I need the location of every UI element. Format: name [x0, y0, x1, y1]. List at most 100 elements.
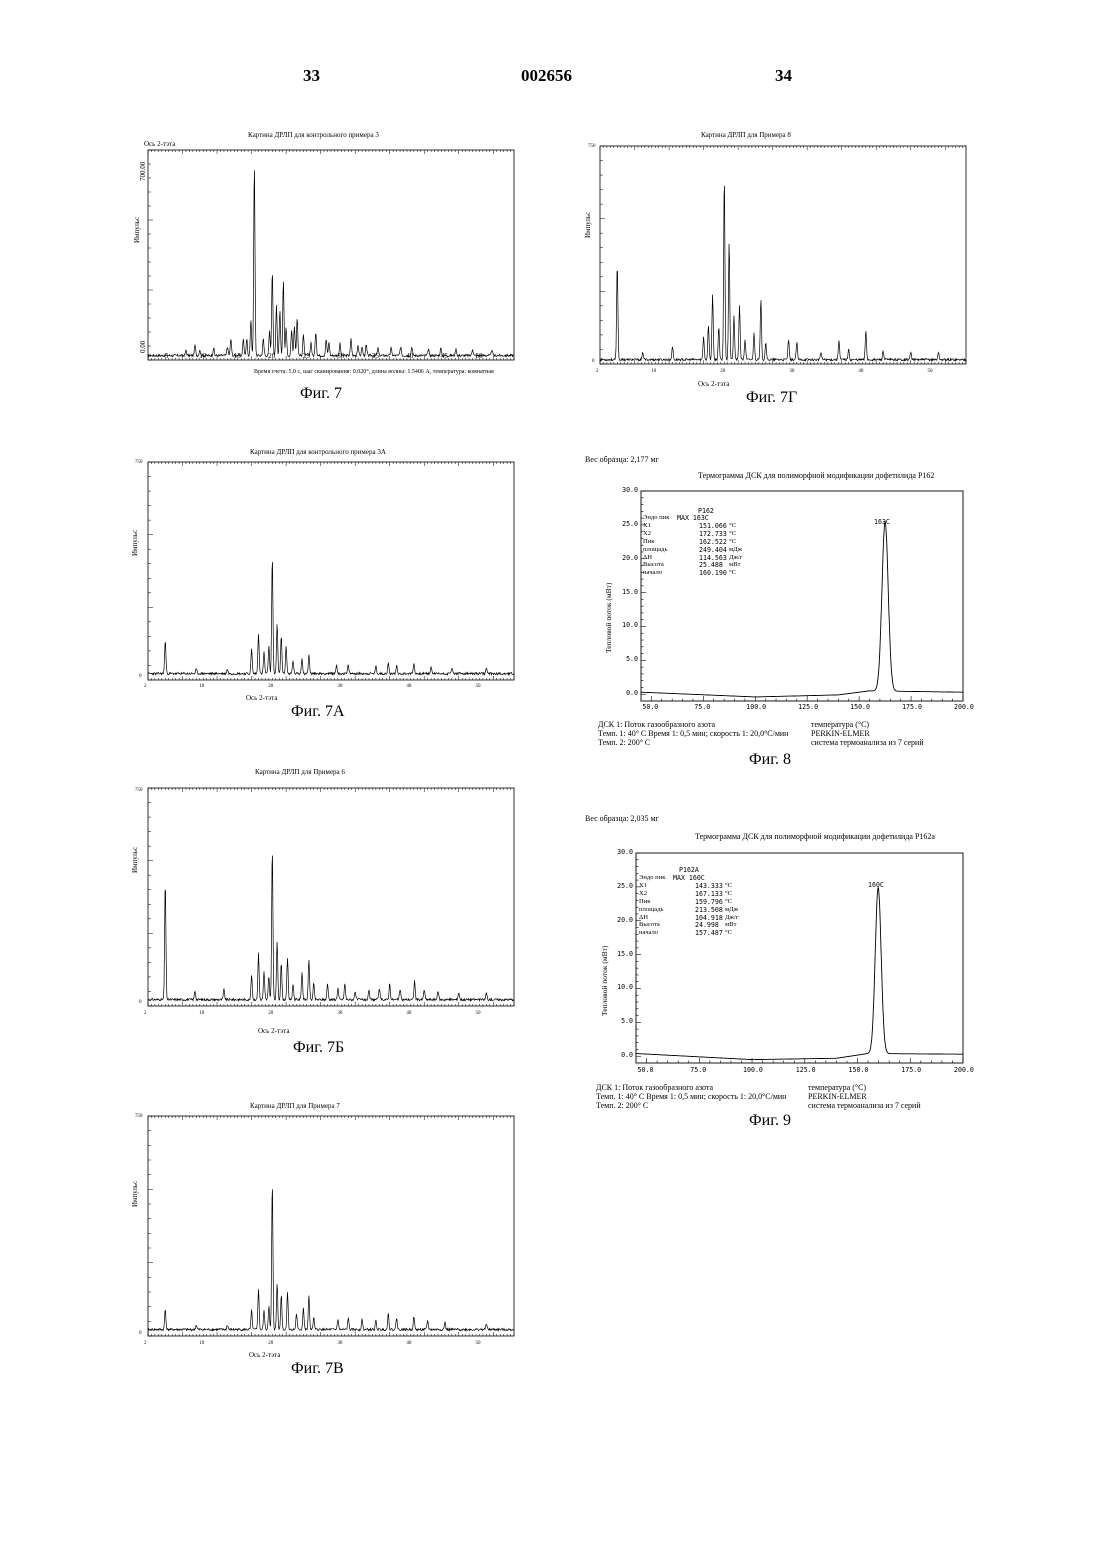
fig8-info-unit: °C — [729, 530, 736, 537]
fig7g-trace — [600, 186, 966, 361]
fig7v-plot — [148, 1116, 514, 1336]
fig7v-y-tick-top: 750 — [135, 1114, 143, 1119]
fig7b-x-tick-label: 30 — [337, 1011, 342, 1016]
fig8-info-unit: °C — [729, 522, 736, 529]
fig7a-trace — [148, 562, 514, 675]
fig7g-y-axis-label: Импульс — [584, 212, 592, 238]
fig7g-y-tick-bottom: 0 — [592, 359, 595, 364]
fig8-info-unit: Дж/г — [729, 554, 743, 561]
fig8-footer-2-left: Темп. 1: 40° С Время 1: 0,5 мин; скорост… — [598, 729, 788, 738]
fig7-x-tick-label: 30 — [337, 352, 344, 360]
fig8-sample-weight: Вес образца: 2,177 мг — [585, 455, 659, 464]
fig8-x-tick-label: 200.0 — [954, 703, 974, 711]
fig9-y-ticks: 30.025.020.015.010.05.00.0 — [605, 852, 635, 1062]
fig7g-plot — [600, 146, 966, 364]
fig7a-y-axis-label: Импульс — [131, 530, 139, 556]
right-page-number: 34 — [775, 66, 792, 86]
fig7-x-tick-label: 25 — [303, 352, 310, 360]
fig7b-x-tick-label: 50 — [475, 1011, 480, 1016]
fig7-x-tick-label: 5 — [165, 352, 169, 360]
fig7g-x-tick-label: 40 — [858, 369, 863, 374]
fig8-x-tick-label: 100.0 — [746, 703, 766, 711]
fig9-footer-3-right: система термоанализа из 7 серий — [808, 1101, 921, 1110]
fig7g-y-tick-top: 750 — [588, 144, 596, 149]
fig7v-x-tick-label: 10 — [199, 1341, 204, 1346]
fig9-info-value: 24.998 — [695, 921, 719, 929]
fig7g-x-tick-label: 20 — [720, 369, 725, 374]
fig9-info-value: 213.508 — [695, 906, 723, 914]
fig7v-caption: Фиг. 7В — [291, 1360, 344, 1378]
fig9-info-label: площадь — [639, 906, 663, 913]
fig8-info-unit: °C — [729, 569, 736, 576]
fig8-info-value: 249.404 — [699, 546, 727, 554]
fig7v-x-tick-label: 2 — [144, 1341, 147, 1346]
fig7v-x-tick-label: 40 — [406, 1341, 411, 1346]
fig9-trace — [636, 888, 963, 1060]
fig8-x-tick-label: 125.0 — [798, 703, 818, 711]
fig7v-y-axis-label: Импульс — [131, 1181, 139, 1207]
fig7-caption: Фиг. 7 — [300, 385, 342, 403]
fig7-frame — [148, 150, 514, 360]
fig7b-x-tick-label: 2 — [144, 1011, 147, 1016]
fig9-y-tick-label: 10.0 — [617, 983, 633, 991]
fig8-info-unit: мДж — [729, 546, 742, 553]
fig9-y-tick-label: 15.0 — [617, 950, 633, 958]
fig7v-x-tick-label: 50 — [475, 1341, 480, 1346]
fig8-y-tick-label: 0.0 — [626, 689, 638, 697]
fig9-footer-3-left: Темп. 2: 200° С — [596, 1101, 648, 1110]
fig8-info-label: площадь — [643, 546, 667, 553]
fig7-x-tick-label: 50 — [475, 352, 482, 360]
fig7a-frame — [148, 462, 514, 680]
fig7b-y-tick-top: 750 — [135, 788, 143, 793]
fig9-y-tick-label: 0.0 — [621, 1051, 633, 1059]
fig7a-x-tick-label: 40 — [406, 684, 411, 689]
fig7-x-tick-label: 40 — [406, 352, 413, 360]
fig8-x-ticks: 50.075.0100.0125.0150.0175.0200.0 — [641, 703, 963, 713]
fig8-footer-2-right: PERKIN-ELMER — [811, 729, 870, 738]
fig8-info-unit: °C — [729, 538, 736, 545]
fig8-y-ticks: 30.025.020.015.010.05.00.0 — [610, 490, 640, 700]
fig7b-x-tick-label: 10 — [199, 1011, 204, 1016]
fig8-caption: Фиг. 8 — [749, 751, 791, 769]
fig9-info-value: 159.796 — [695, 898, 723, 906]
fig8-x-tick-label: 175.0 — [902, 703, 922, 711]
fig7b-plot — [148, 788, 514, 1006]
fig9-info-unit: мВт — [725, 921, 736, 928]
fig7-plot — [148, 150, 514, 360]
fig8-x-tick-label: 75.0 — [694, 703, 710, 711]
fig7a-x-tick-label: 2 — [144, 684, 147, 689]
fig7-x-tick-label: 35 — [372, 352, 379, 360]
fig7b-x-axis-label: Ось 2-тэта — [258, 1027, 289, 1035]
fig8-trace — [641, 522, 963, 697]
fig8-info-value: 25.488 — [699, 561, 723, 569]
fig8-x-tick-label: 50.0 — [642, 703, 658, 711]
fig9-y-tick-label: 5.0 — [621, 1017, 633, 1025]
fig8-y-tick-label: 20.0 — [622, 554, 638, 562]
fig9-info-label: X1 — [639, 882, 647, 889]
fig7b-trace — [148, 856, 514, 1001]
left-page-number: 33 — [303, 66, 320, 86]
fig7g-title: Картина ДРЛП для Примера 8 — [701, 131, 791, 139]
fig8-info-label: Высота — [643, 561, 664, 568]
fig7a-plot — [148, 462, 514, 680]
fig7v-x-tick-label: 20 — [268, 1341, 273, 1346]
fig7g-x-tick-label: 50 — [927, 369, 932, 374]
fig9-info-label: Эндо пик — [639, 874, 665, 881]
fig9-x-tick-label: 175.0 — [901, 1066, 921, 1074]
fig8-info-value: 114.563 — [699, 554, 727, 562]
fig7-x-tick-label: 20 — [268, 352, 275, 360]
fig7b-title: Картина ДРЛП для Примера 6 — [255, 768, 345, 776]
fig7v-y-tick-bottom: 0 — [139, 1331, 142, 1336]
fig7b-x-tick-label: 20 — [268, 1011, 273, 1016]
fig7v-trace — [148, 1189, 514, 1330]
fig7-y-tick-bottom: 0.00 — [139, 341, 147, 353]
fig8-info-value: 162.522 — [699, 538, 727, 546]
fig9-info-value: 143.333 — [695, 882, 723, 890]
fig7a-x-axis-label: Ось 2-тэта — [246, 694, 277, 702]
fig9-frame — [636, 853, 963, 1063]
fig9-info-unit: °C — [725, 929, 732, 936]
fig7-x-tick-label: 15 — [234, 352, 241, 360]
fig9-footer-2-right: PERKIN-ELMER — [808, 1092, 867, 1101]
fig9-sample-weight: Вес образца: 2,035 мг — [585, 814, 659, 823]
fig9-info-label: начало — [639, 929, 658, 936]
